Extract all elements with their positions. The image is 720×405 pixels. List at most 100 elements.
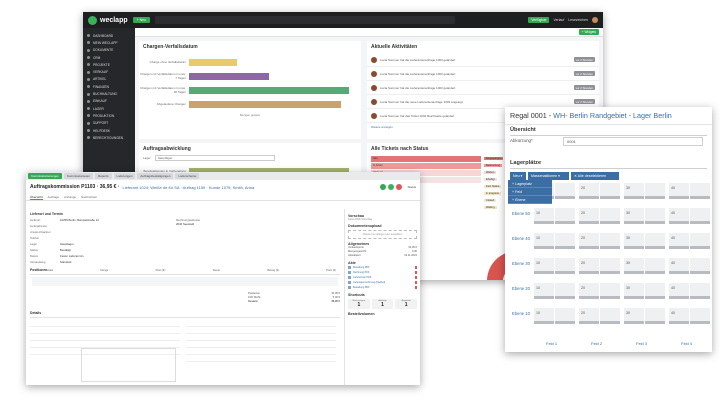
storage-place-cell[interactable]: 20 (579, 258, 599, 274)
new-button[interactable]: + Neu (132, 17, 151, 23)
sidebar-item-artikel[interactable]: Artikel (83, 76, 135, 83)
sidebar-item-einkauf[interactable]: Einkauf (83, 98, 135, 105)
tab-kommissionieren[interactable]: Kommissionieren (64, 173, 94, 179)
storage-place-cell[interactable]: 30 (624, 233, 644, 249)
delete-icon[interactable] (414, 281, 417, 284)
storage-place-cell[interactable] (600, 308, 620, 324)
menu-item-level[interactable]: + Ebene (508, 196, 552, 204)
shortcut-aufträge[interactable]: Aufträge 1 (371, 299, 394, 309)
position-row[interactable] (32, 277, 338, 286)
storage-place-cell[interactable] (690, 283, 710, 299)
storage-place-cell[interactable] (690, 308, 710, 324)
field-value[interactable]: Fester Liefertermin (60, 254, 84, 258)
menu-item-field[interactable]: + Feld (508, 188, 552, 196)
logo[interactable]: weclapp (88, 15, 128, 25)
avatar[interactable] (592, 17, 598, 23)
sidebar-item-lager[interactable]: Lager (83, 105, 135, 112)
storage-place-cell[interactable]: 10 (534, 258, 554, 274)
storage-place-cell[interactable]: 30 (624, 258, 644, 274)
file-item[interactable]: Rechnung PDF (348, 270, 417, 275)
abbreviation-input[interactable]: 0001 (563, 137, 703, 146)
availability-button[interactable]: Verfügbar (528, 17, 550, 23)
storage-place-cell[interactable]: 40 (669, 208, 689, 224)
warehouse-filter-select[interactable]: Hauptlager (154, 155, 275, 161)
file-item[interactable]: Bestellung PDF (348, 265, 417, 270)
sidebar-item-verkauf[interactable]: Verkauf (83, 68, 135, 75)
storage-place-cell[interactable] (690, 258, 710, 274)
sidebar-item-berechtigungen[interactable]: Berechtigungen (83, 134, 135, 141)
delete-icon[interactable] (414, 266, 417, 269)
storage-place-cell[interactable]: 20 (579, 283, 599, 299)
file-name[interactable]: Bestellung PDF (353, 286, 370, 289)
file-name[interactable]: Lieferantenrechnung (Kaufteil) (353, 281, 386, 284)
storage-place-cell[interactable]: 30 (624, 308, 644, 324)
storage-place-cell[interactable] (645, 183, 665, 199)
bookmarks-menu[interactable]: Lesezeichen (568, 18, 588, 22)
history-menu[interactable]: Verlauf (553, 18, 565, 22)
field-column-label[interactable]: Feld 4 (681, 341, 693, 346)
storage-place-cell[interactable] (600, 283, 620, 299)
record-subtitle[interactable]: Lieferant 1024; Weiße de für SA · Auftra… (122, 184, 255, 190)
storage-place-cell[interactable] (555, 308, 575, 324)
sidebar-item-helpdesk[interactable]: Helpdesk (83, 127, 135, 134)
show-more-link[interactable]: Weitere anzeigen (371, 125, 393, 129)
shortcut-angebote[interactable]: Angebote 1 (395, 299, 418, 309)
tab-reports[interactable]: Reports (95, 173, 112, 179)
field-value[interactable]: Standard (60, 260, 72, 264)
storage-place-cell[interactable]: 10 (534, 308, 554, 324)
storage-place-cell[interactable] (645, 258, 665, 274)
storage-place-cell[interactable] (555, 258, 575, 274)
storage-place-cell[interactable]: 20 (579, 308, 599, 324)
subtab-übersicht[interactable]: Übersicht (30, 194, 43, 200)
storage-place-cell[interactable] (690, 233, 710, 249)
sidebar-item-dashboard[interactable]: Dashboard (83, 32, 135, 39)
sidebar-item-dokumente[interactable]: Dokumente (83, 47, 135, 54)
sidebar-item-crm[interactable]: CRM (83, 54, 135, 61)
activity-item[interactable]: Lucia Sommer hat die Lieferantenanfrage … (367, 67, 599, 81)
storage-place-cell[interactable] (690, 183, 710, 199)
status-button[interactable]: Status (407, 185, 416, 189)
storage-place-cell[interactable] (600, 233, 620, 249)
tab-lieferscheine[interactable]: Lieferscheine (175, 173, 200, 179)
storage-place-cell[interactable]: 30 (624, 208, 644, 224)
confirm-icon[interactable] (380, 184, 387, 190)
field-column-label[interactable]: Feld 2 (591, 341, 603, 346)
level-label[interactable]: Ebene 30 (512, 261, 530, 266)
tab-auftragsbestätigungen[interactable]: Auftragsbestätigungen (137, 173, 174, 179)
storage-place-cell[interactable] (600, 183, 620, 199)
file-item[interactable]: Lieferschein PDF (348, 275, 417, 280)
sidebar-item-projekte[interactable]: Projekte (83, 61, 135, 68)
file-name[interactable]: Rechnung PDF (353, 271, 370, 274)
sidebar-item-buchhaltung[interactable]: Buchhaltung (83, 90, 135, 97)
storage-place-cell[interactable]: 10 (534, 283, 554, 299)
storage-place-cell[interactable]: 40 (669, 283, 689, 299)
print-icon[interactable] (388, 184, 395, 190)
sidebar-item-produktion[interactable]: Produktion (83, 112, 135, 119)
storage-place-cell[interactable]: 10 (534, 233, 554, 249)
field-value[interactable]: Hauptlager (60, 242, 74, 246)
storage-place-cell[interactable]: 20 (579, 183, 599, 199)
activity-item[interactable]: Lucia Sommer hat die Lieferantenanfrage … (367, 53, 599, 67)
field-value[interactable]: 10255 Berlin, Beispielstraße 12 (60, 218, 99, 222)
storage-place-cell[interactable] (555, 208, 575, 224)
sidebar-item-mein-weclapp[interactable]: Mein Weclapp (83, 39, 135, 46)
delete-icon[interactable] (414, 271, 417, 274)
storage-place-cell[interactable] (690, 208, 710, 224)
file-name[interactable]: Bestellung PDF (353, 266, 370, 269)
storage-place-cell[interactable]: 30 (624, 183, 644, 199)
mass-actions-button[interactable]: Massenaktionen ▾ (528, 172, 569, 180)
upload-dropzone[interactable]: Dateien hier ablegen oder auswählen (348, 230, 417, 239)
level-label[interactable]: Ebene 20 (512, 286, 530, 291)
activity-item[interactable]: Lucia Sommer hat die Lieferantenanfrage … (367, 81, 599, 95)
storage-place-cell[interactable]: 40 (669, 258, 689, 274)
storage-place-cell[interactable] (645, 283, 665, 299)
delete-icon[interactable] (414, 276, 417, 279)
sidebar-item-finanzen[interactable]: Finanzen (83, 83, 135, 90)
subtab-nachrichten[interactable]: Nachrichten (81, 195, 98, 199)
storage-place-cell[interactable]: 10 (534, 208, 554, 224)
tab-lieferungen[interactable]: Lieferungen (113, 173, 136, 179)
storage-place-cell[interactable] (555, 233, 575, 249)
field-column-label[interactable]: Feld 1 (546, 341, 558, 346)
new-dropdown-button[interactable]: Neu ▾ (510, 172, 526, 180)
delete-icon[interactable] (414, 286, 417, 289)
